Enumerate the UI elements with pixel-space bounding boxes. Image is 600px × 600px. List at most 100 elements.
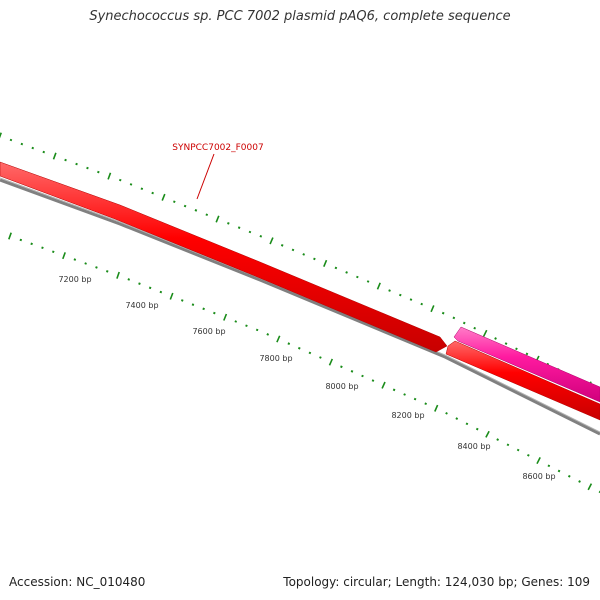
- outer-tick-mark: [409, 298, 413, 301]
- outer-tick-mark: [161, 193, 166, 201]
- outer-tick-mark: [366, 280, 370, 283]
- inner-tick-mark: [202, 307, 205, 311]
- inner-tick-mark: [169, 292, 174, 300]
- outer-tick-mark: [334, 266, 338, 270]
- inner-tick-mark: [287, 342, 291, 345]
- outer-tick-mark: [86, 166, 89, 170]
- inner-tick-mark: [328, 358, 334, 366]
- outer-tick-mark: [269, 237, 274, 245]
- outer-tick-mark: [140, 187, 144, 191]
- ruler-labels: 7200 bp 7400 bp 7600 bp 7800 bp 8000 bp …: [58, 275, 555, 481]
- outer-tick-mark: [420, 302, 424, 306]
- inner-tick-mark: [465, 422, 469, 426]
- inner-tick-mark: [587, 483, 593, 491]
- map-title: Synechococcus sp. PCC 7002 plasmid pAQ6,…: [89, 9, 511, 24]
- inner-tick-mark: [84, 262, 87, 265]
- footer-accession: Accession: NC_010480: [9, 575, 146, 589]
- inner-tick-mark: [191, 303, 195, 306]
- outer-tick-mark: [42, 150, 46, 154]
- inner-tick-mark: [445, 412, 448, 415]
- outer-tick-mark: [31, 146, 35, 150]
- outer-tick-mark: [183, 204, 187, 208]
- inner-tick-mark: [266, 333, 270, 336]
- inner-tick-mark: [276, 335, 281, 343]
- outer-tick-mark: [97, 170, 100, 174]
- inner-tick-mark: [485, 430, 490, 438]
- inner-tick-mark: [148, 286, 152, 290]
- inner-tick-mark: [308, 351, 312, 355]
- inner-tick-mark: [73, 258, 77, 261]
- outer-tick-mark: [227, 222, 230, 225]
- gene-arrow-forward-next[interactable]: [445, 340, 600, 421]
- outer-tick-mark: [107, 172, 112, 180]
- inner-tick-mark: [223, 313, 228, 321]
- inner-tick-mark: [213, 311, 216, 315]
- outer-tick-mark: [248, 230, 252, 234]
- inner-tick-mark: [127, 278, 131, 281]
- ruler-label: 7800 bp: [259, 354, 292, 363]
- inner-tick-mark: [245, 324, 248, 327]
- inner-tick-mark: [424, 402, 428, 406]
- outer-tick-mark: [430, 305, 435, 313]
- outer-tick-mark: [20, 142, 24, 146]
- ruler-label: 8000 bp: [325, 382, 358, 391]
- inner-tick-mark: [180, 299, 184, 302]
- outer-tick-ring: [0, 132, 600, 392]
- inner-tick-mark: [361, 374, 364, 378]
- inner-tick-mark: [567, 474, 571, 478]
- outer-tick-mark: [515, 347, 518, 351]
- inner-tick-mark: [413, 397, 417, 401]
- inner-tick-mark: [371, 379, 375, 382]
- ruler-label: 8400 bp: [457, 442, 490, 451]
- inner-tick-mark: [255, 328, 259, 332]
- outer-tick-mark: [313, 257, 316, 261]
- ruler-label: 7200 bp: [58, 275, 91, 284]
- inner-tick-mark: [62, 252, 66, 260]
- gene-label-leader: [196, 153, 215, 200]
- gene-arrow-reverse[interactable]: [453, 326, 600, 403]
- inner-tick-mark: [340, 365, 343, 369]
- outer-tick-mark: [462, 321, 466, 325]
- inner-tick-mark: [116, 271, 120, 279]
- outer-tick-mark: [129, 183, 133, 186]
- outer-tick-mark: [75, 162, 78, 166]
- outer-tick-mark: [473, 326, 477, 330]
- inner-tick-mark: [434, 404, 439, 412]
- plasmid-backbone: [0, 178, 600, 436]
- outer-tick-mark: [215, 215, 220, 223]
- outer-tick-mark: [205, 213, 209, 216]
- inner-tick-mark: [105, 270, 109, 273]
- outer-tick-mark: [259, 234, 263, 238]
- outer-tick-mark: [0, 132, 2, 139]
- inner-tick-mark: [19, 238, 23, 242]
- outer-tick-mark: [280, 244, 284, 247]
- outer-tick-mark: [504, 342, 508, 345]
- inner-tick-mark: [475, 427, 479, 431]
- outer-tick-mark: [525, 352, 529, 356]
- inner-tick-mark: [506, 443, 510, 447]
- outer-tick-mark: [9, 138, 13, 142]
- inner-tick-mark: [51, 250, 55, 254]
- gene-arrow-synpcc7002-f0007[interactable]: [0, 161, 448, 353]
- inner-tick-mark: [527, 453, 530, 457]
- outer-tick-mark: [237, 226, 241, 229]
- inner-tick-mark: [403, 393, 406, 396]
- inner-tick-mark: [381, 381, 386, 389]
- outer-tick-mark: [398, 293, 402, 297]
- ruler-label: 8600 bp: [522, 472, 555, 481]
- outer-tick-mark: [118, 178, 122, 182]
- inner-tick-mark: [516, 448, 520, 452]
- outer-tick-mark: [64, 158, 67, 162]
- inner-tick-mark: [41, 246, 44, 250]
- ruler-label: 8200 bp: [391, 411, 424, 420]
- inner-tick-mark: [8, 232, 12, 240]
- outer-tick-mark: [302, 253, 306, 256]
- ruler-label: 7400 bp: [125, 301, 158, 310]
- inner-tick-mark: [455, 417, 459, 420]
- inner-tick-mark: [297, 346, 301, 350]
- inner-tick-mark: [557, 469, 561, 473]
- gene-label-synpcc7002-f0007[interactable]: SYNPCC7002_F0007: [172, 143, 263, 153]
- outer-tick-mark: [441, 311, 445, 315]
